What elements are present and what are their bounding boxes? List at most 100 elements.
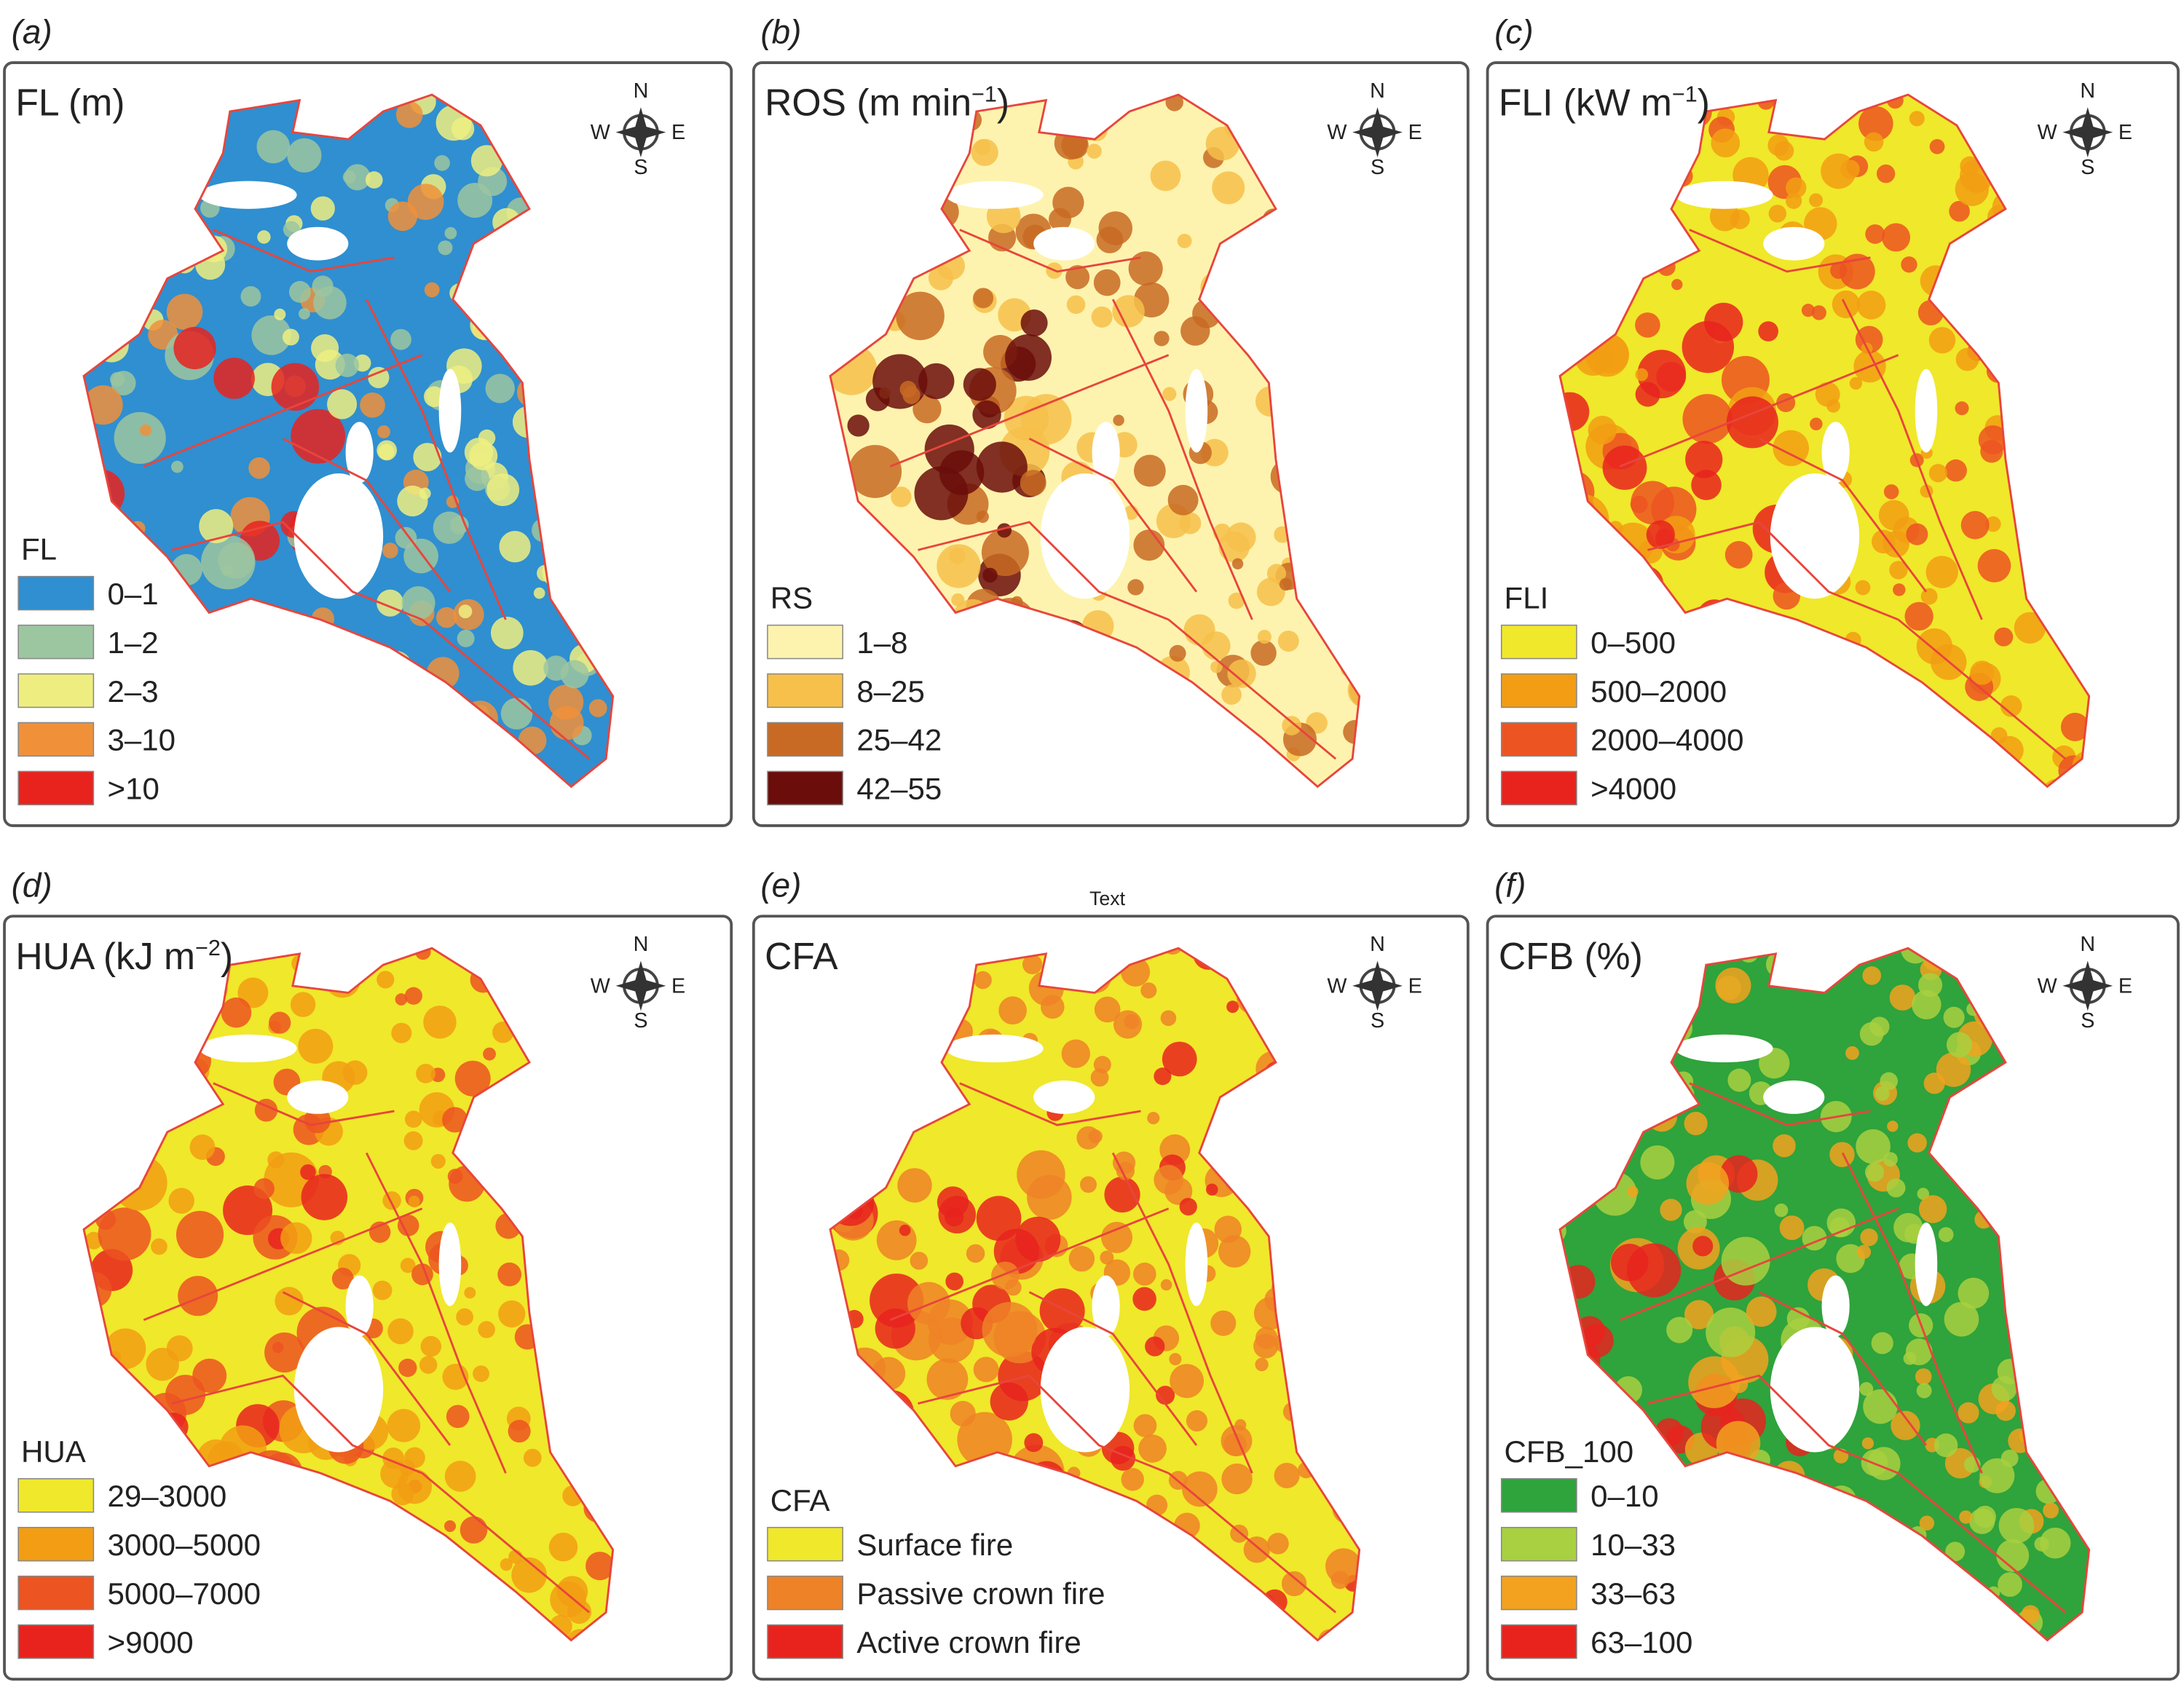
compass-w: W: [591, 121, 610, 144]
panel-title: CFA: [765, 935, 838, 977]
map-patch: [377, 971, 395, 989]
map-patch: [1177, 234, 1192, 248]
map-boundary: [918, 1374, 1170, 1474]
legend-swatch: [767, 770, 843, 806]
map-patch: [1918, 973, 1943, 998]
map-patch: [1845, 1046, 1859, 1060]
map-patch: [1277, 631, 1299, 652]
legend-swatch: [17, 1526, 95, 1562]
map-patch: [2043, 1502, 2059, 1519]
map-patch: [327, 389, 358, 419]
map-patch: [1901, 256, 1917, 273]
map-patch: [990, 1382, 1028, 1421]
map-patch: [199, 509, 234, 544]
map-hole: [1763, 226, 1825, 261]
panel: CFB (%) N SW E CFB_100 0–10 10–33 33–63 63–100: [1486, 915, 2180, 1681]
map-patch: [1944, 459, 1967, 482]
map-patch: [464, 438, 494, 467]
map-patch: [1925, 556, 1958, 588]
legend-label: 63–100: [1590, 1625, 1692, 1659]
map-patch: [1985, 516, 2001, 532]
map-patch: [998, 996, 1027, 1025]
map-patch: [454, 1060, 491, 1097]
legend-swatch: [17, 770, 95, 806]
legend-label: 0–500: [1590, 625, 1676, 660]
map-patch: [1809, 193, 1824, 208]
title-part: HUA (kJ m: [15, 935, 195, 977]
map-patch: [1560, 392, 1590, 432]
compass-n: N: [1370, 933, 1385, 956]
legend-label: 1–8: [856, 625, 907, 660]
map-boundary: [1111, 299, 1253, 620]
map-patch: [98, 1207, 151, 1261]
map-patch: [1212, 171, 1245, 205]
map-patch: [1282, 716, 1301, 735]
map-patch: [420, 1335, 442, 1357]
map-boundary: [171, 521, 423, 621]
map-patch: [176, 1211, 224, 1259]
legend-label: >10: [108, 772, 159, 806]
map-patch: [1889, 561, 1908, 580]
map-boundary: [1897, 618, 2067, 760]
map-patch: [2021, 1605, 2040, 1624]
map-patch: [1113, 414, 1124, 426]
map-boundary: [1028, 438, 1198, 593]
legend-title: CFA: [770, 1483, 830, 1517]
map-boundary: [282, 438, 452, 593]
map-patch: [508, 1419, 531, 1443]
map-boundary: [421, 618, 591, 760]
map-boundary: [889, 354, 1170, 467]
map-patch: [498, 1300, 526, 1328]
map-patch: [1893, 583, 1906, 596]
map-patch: [513, 649, 549, 686]
panel-letter: (c): [1494, 12, 1534, 50]
map-patch: [1774, 1203, 1789, 1217]
map-patch: [287, 138, 322, 173]
map-patch: [1970, 660, 1995, 685]
map-patch: [1671, 279, 1683, 291]
map-hole: [1763, 1080, 1825, 1114]
map-patch: [926, 1358, 969, 1400]
map-patch: [310, 196, 335, 221]
map-patch: [1856, 1129, 1891, 1164]
map-patch: [408, 1196, 420, 1208]
map-patch: [218, 542, 255, 579]
map-patch: [1182, 1471, 1218, 1507]
map-outline: [82, 93, 615, 789]
legend-label: 8–25: [856, 674, 925, 708]
map-patch: [918, 363, 955, 400]
map-patch: [586, 1552, 613, 1581]
map-patch: [1635, 368, 1649, 382]
legend-swatch: [17, 1478, 95, 1513]
map-patch: [1093, 269, 1121, 296]
map-patch: [1979, 1458, 2015, 1493]
map-patch: [372, 1280, 393, 1300]
legend-swatch: [1500, 673, 1577, 708]
compass-star: [1352, 107, 1403, 158]
map-patch: [1980, 440, 2003, 463]
map-boundary: [959, 229, 1141, 273]
legend-swatch: [1500, 1526, 1577, 1562]
map-patch: [1864, 132, 1884, 152]
map-patch: [1066, 295, 1086, 315]
map-patch: [387, 1409, 421, 1442]
map-patch: [974, 971, 992, 990]
map-patch: [1228, 592, 1245, 609]
map-patch: [1635, 382, 1660, 407]
map-patch: [1711, 128, 1741, 158]
legend-label: Surface fire: [856, 1528, 1013, 1562]
map-patch: [1882, 223, 1911, 252]
map-patch: [1944, 1301, 1979, 1337]
map-hole: [287, 226, 349, 261]
legend-label: 1–2: [108, 625, 159, 660]
compass-e: E: [671, 974, 685, 998]
compass: N S W E: [591, 79, 685, 179]
map-patch: [1691, 470, 1722, 500]
panel: FLI (kW m−1) N S W E FLI 0–500 500–2000 2000–400…: [1486, 61, 2180, 827]
map-patch: [1281, 1571, 1307, 1597]
map-patch: [1061, 1039, 1090, 1068]
map-patch: [465, 466, 489, 491]
map-patch: [1878, 500, 1909, 531]
map-patch: [1154, 1164, 1183, 1195]
